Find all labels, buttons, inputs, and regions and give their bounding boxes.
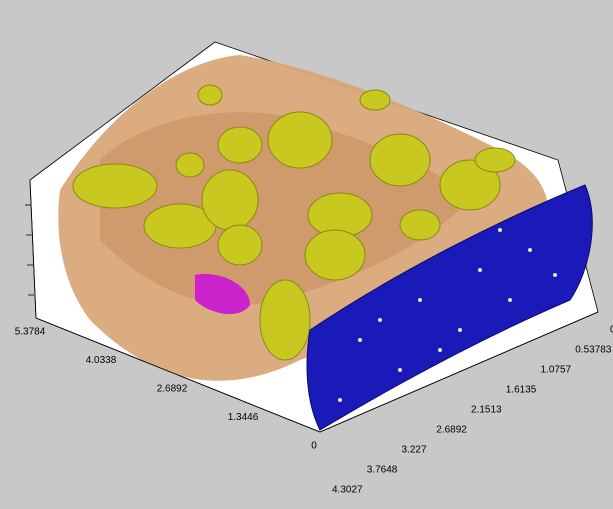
y-tick-label: 3.227 xyxy=(402,445,427,456)
x-tick-label: 4.0338 xyxy=(86,355,117,366)
y-tick-label: 1.0757 xyxy=(541,365,572,376)
page: 5.37844.03382.68921.3446000.537831.07571… xyxy=(0,0,613,509)
y-tick-label: 4.3027 xyxy=(332,485,363,496)
x-tick-label: 1.3446 xyxy=(228,412,259,423)
y-tick-label: 2.1513 xyxy=(471,405,502,416)
render-view: 5.37844.03382.68921.3446000.537831.07571… xyxy=(0,0,613,504)
x-tick-label: 0 xyxy=(311,441,317,452)
x-tick-label: 5.3784 xyxy=(15,327,46,338)
x-tick-label: 2.6892 xyxy=(157,384,188,395)
y-tick-label: 1.6135 xyxy=(506,385,537,396)
y-tick-label: 0.53783 xyxy=(575,345,612,356)
y-tick-label: 2.6892 xyxy=(436,425,467,436)
y-tick-label: 3.7648 xyxy=(367,465,398,476)
